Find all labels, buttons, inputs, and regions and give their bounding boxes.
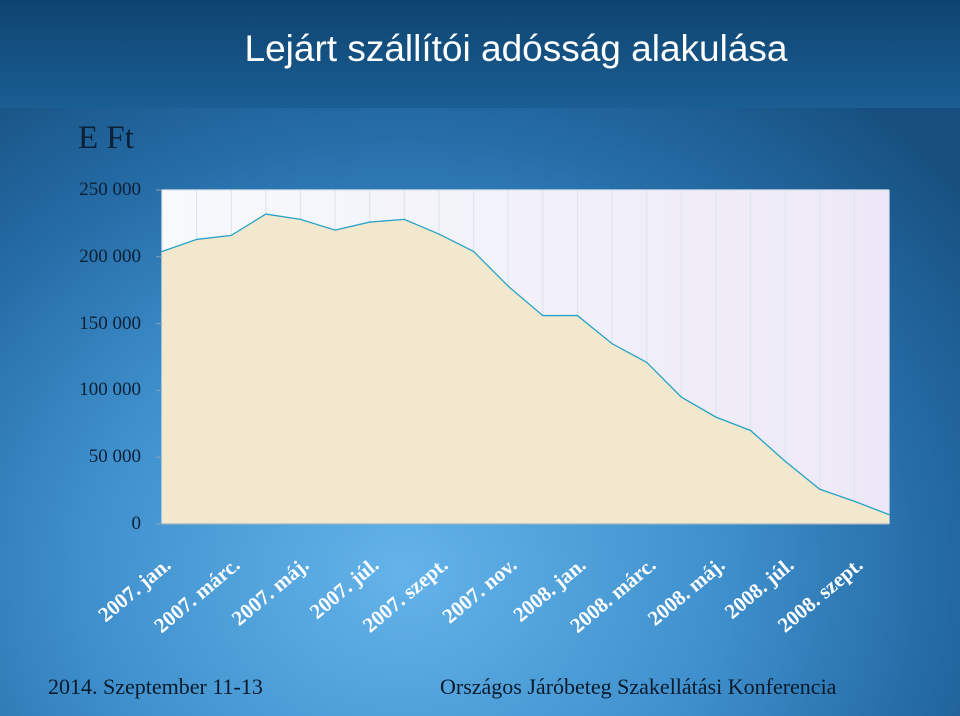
data-point <box>784 460 786 462</box>
y-tick-label: 250 000 <box>79 179 141 200</box>
data-point <box>403 218 405 220</box>
data-point <box>749 429 752 432</box>
data-point <box>715 416 717 418</box>
data-point <box>299 218 302 220</box>
data-point <box>334 229 336 231</box>
data-point <box>853 500 855 502</box>
data-point <box>369 221 371 223</box>
slide-title: Lejárt szállítói adósság alakulása <box>244 28 788 69</box>
data-point <box>576 314 579 317</box>
title-band <box>0 0 960 108</box>
data-point <box>230 234 232 237</box>
data-point <box>161 250 163 253</box>
y-tick-label: 50 000 <box>88 446 141 468</box>
data-point <box>196 238 198 241</box>
data-point <box>265 213 267 215</box>
data-point <box>680 396 682 398</box>
footer-conference-name: Országos Járóbeteg Szakellátási Konferen… <box>440 674 837 699</box>
data-point <box>611 343 613 345</box>
data-point <box>507 285 509 287</box>
series-line <box>161 213 890 516</box>
data-point <box>646 361 648 363</box>
area-fill <box>162 214 889 524</box>
y-tick-label: 0 <box>131 513 142 534</box>
y-axis-unit-label: E Ft <box>78 120 134 156</box>
data-point <box>472 250 475 253</box>
y-tick-label: 100 000 <box>79 379 141 401</box>
data-point <box>819 488 821 490</box>
y-tick-label: 150 000 <box>79 312 141 334</box>
data-point <box>438 233 440 235</box>
data-point <box>888 514 890 516</box>
footer-date: 2014. Szeptember 11-13 <box>48 674 263 699</box>
data-point <box>542 314 544 317</box>
y-tick-label: 200 000 <box>79 245 141 267</box>
